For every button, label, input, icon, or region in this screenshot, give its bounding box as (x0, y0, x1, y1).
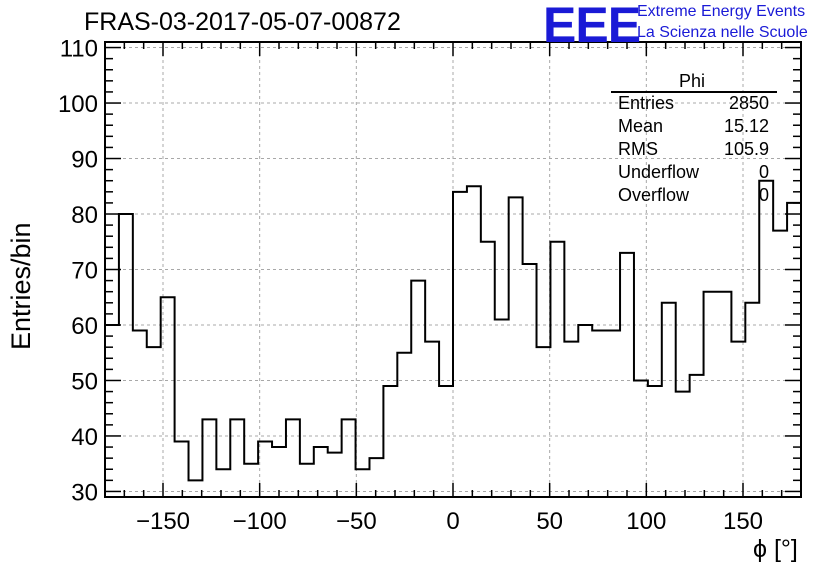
stat-rms-label: RMS (618, 139, 658, 159)
x-tick-label: −50 (336, 508, 377, 535)
x-tick-label: 50 (536, 508, 563, 535)
x-tick-label: 0 (446, 508, 459, 535)
stat-overflow-value: 0 (758, 185, 769, 205)
stat-overflow-label: Overflow (618, 185, 690, 205)
axis-layer: −150 −100 −50 0 50 100 150 30 40 50 60 70 80 90 100 110 (58, 36, 802, 535)
eee-logo: EEE (543, 0, 641, 53)
y-tick-label: 60 (71, 313, 98, 340)
x-tick-label: 100 (626, 508, 666, 535)
stat-mean-label: Mean (618, 116, 664, 136)
x-tick-label: −150 (136, 508, 190, 535)
stat-underflow-label: Underflow (618, 162, 700, 182)
chart-title: FRAS-03-2017-05-07-00872 (84, 8, 401, 36)
y-tick-label: 110 (60, 36, 98, 63)
stat-mean-value: 15.12 (723, 116, 769, 136)
stats-divider (611, 91, 777, 93)
y-tick-label: 30 (71, 479, 98, 506)
stat-rms-value: 105.9 (723, 139, 769, 159)
y-tick-label: 50 (71, 368, 98, 395)
x-axis-label: ϕ [°] (753, 535, 798, 563)
y-axis-label: Entries/bin (6, 222, 36, 350)
y-tick-label: 40 (71, 424, 98, 451)
y-tick-label: 100 (58, 91, 98, 118)
stats-title: Phi (679, 71, 706, 91)
y-tick-label: 80 (71, 202, 98, 229)
histogram-layer (105, 179, 801, 482)
y-tick-label: 70 (71, 258, 98, 285)
logo-line-1: Extreme Energy Events (637, 3, 806, 20)
x-tick-label: 150 (723, 508, 763, 535)
logo-line-2: La Scienza nelle Scuole (637, 24, 808, 41)
y-tick-label: 90 (71, 147, 98, 174)
histogram-step-line (105, 179, 801, 482)
stat-entries-value: 2850 (728, 93, 769, 113)
stat-entries-label: Entries (618, 93, 675, 113)
x-tick-label: −100 (233, 508, 287, 535)
stat-underflow-value: 0 (758, 162, 769, 182)
